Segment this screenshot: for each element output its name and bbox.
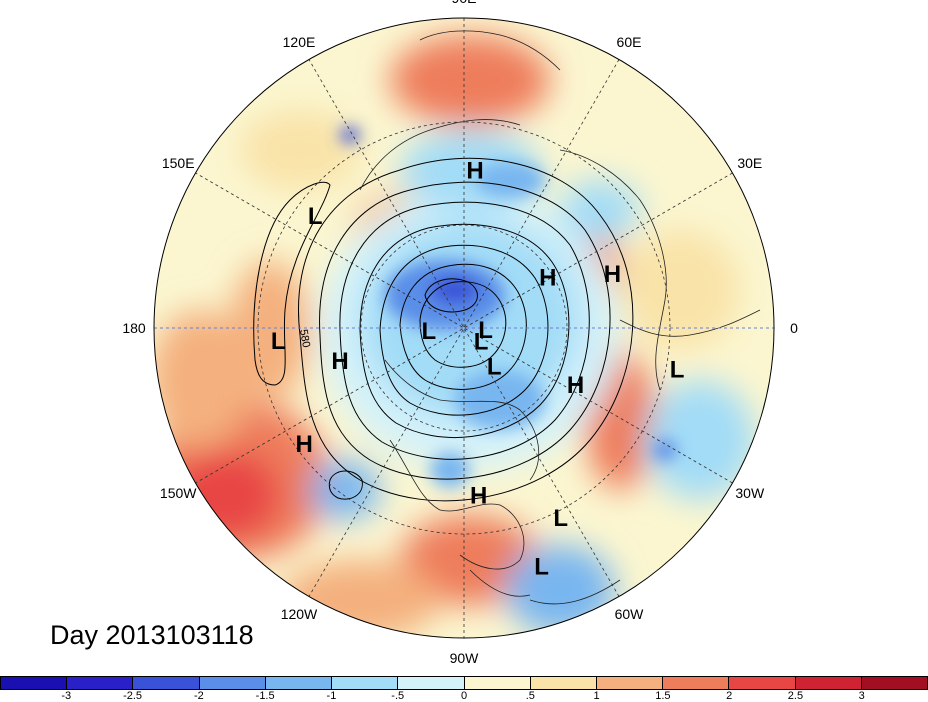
colorbar-swatch (331, 676, 398, 690)
high-pressure-mark: H (539, 265, 556, 292)
high-pressure-mark: H (466, 157, 483, 184)
lon-label-150e: 150E (162, 155, 195, 171)
colorbar-labels: -3 -2.5 -2 -1.5 -1 -.5 0 .5 1 1.5 2 2.5 3 (0, 690, 928, 702)
contour-label: 580 (297, 328, 312, 348)
colorbar-swatch (397, 676, 464, 690)
colorbar-label: .5 (525, 690, 535, 702)
high-pressure-mark: H (470, 483, 487, 510)
lon-label-30e: 30E (737, 155, 762, 171)
height-contours (253, 157, 634, 502)
lon-label-120e: 120E (283, 34, 316, 50)
colorbar-label: -.5 (391, 690, 405, 702)
lon-label-60w: 60W (615, 606, 645, 622)
colorbar-label: 2.5 (787, 690, 804, 702)
low-pressure-mark: L (421, 318, 436, 345)
high-pressure-mark: H (604, 261, 621, 288)
lon-label-120w: 120W (281, 606, 318, 622)
high-pressure-mark: H (296, 431, 313, 458)
colorbar-swatch (529, 676, 596, 690)
lon-label-90e: 90E (452, 0, 477, 6)
colorbar-swatch (198, 676, 265, 690)
colorbar (0, 676, 928, 690)
colorbar-label: -2 (193, 690, 204, 702)
colorbar-swatch (463, 676, 530, 690)
lon-label-150w: 150W (160, 485, 197, 501)
colorbar-label: 3 (858, 690, 865, 702)
colorbar-label: 1 (593, 690, 600, 702)
polar-map: 580 90E 60E 30E 0 30W 60W 90W 120W 150W 180 150E 12… (122, 0, 798, 666)
colorbar-label: -1.5 (255, 690, 275, 702)
high-pressure-mark: H (331, 348, 348, 375)
colorbar-swatch (595, 676, 663, 690)
low-pressure-mark: L (487, 354, 502, 381)
map-title: Day 2013103118 (50, 620, 254, 650)
lon-label-60e: 60E (617, 34, 642, 50)
longitude-labels: 90E 60E 30E 0 30W 60W 90W 120W 150W 180 150E 120E (122, 0, 798, 666)
colorbar-label: -1 (326, 690, 337, 702)
colorbar-swatch (728, 676, 795, 690)
lon-label-30w: 30W (735, 485, 765, 501)
colorbar-swatch (66, 676, 133, 690)
low-pressure-mark: L (474, 328, 489, 355)
low-pressure-mark: L (478, 317, 493, 344)
colorbar-label: -3 (61, 690, 72, 702)
colorbar-label: 2 (726, 690, 733, 702)
high-pressure-mark: H (567, 372, 584, 399)
low-pressure-mark: L (308, 203, 323, 230)
colorbar-swatch (132, 676, 199, 690)
colorbar-swatch (860, 676, 928, 690)
low-pressure-mark: L (534, 554, 549, 581)
colorbar-label: 1.5 (655, 690, 671, 702)
low-pressure-mark: L (271, 328, 286, 355)
colorbar-swatch (0, 676, 67, 690)
colorbar-label: 0 (460, 690, 468, 702)
lon-label-0: 0 (790, 320, 798, 336)
lon-label-90w: 90W (450, 650, 480, 666)
low-pressure-mark: L (670, 356, 685, 383)
colorbar-swatch (794, 676, 861, 690)
colorbar-swatch (662, 676, 729, 690)
lon-label-180: 180 (122, 320, 146, 336)
map-boundary (153, 17, 775, 639)
colorbar-swatch (264, 676, 332, 690)
low-pressure-mark: L (553, 505, 568, 532)
coastlines (359, 30, 761, 605)
colorbar-label: -2.5 (123, 690, 143, 702)
